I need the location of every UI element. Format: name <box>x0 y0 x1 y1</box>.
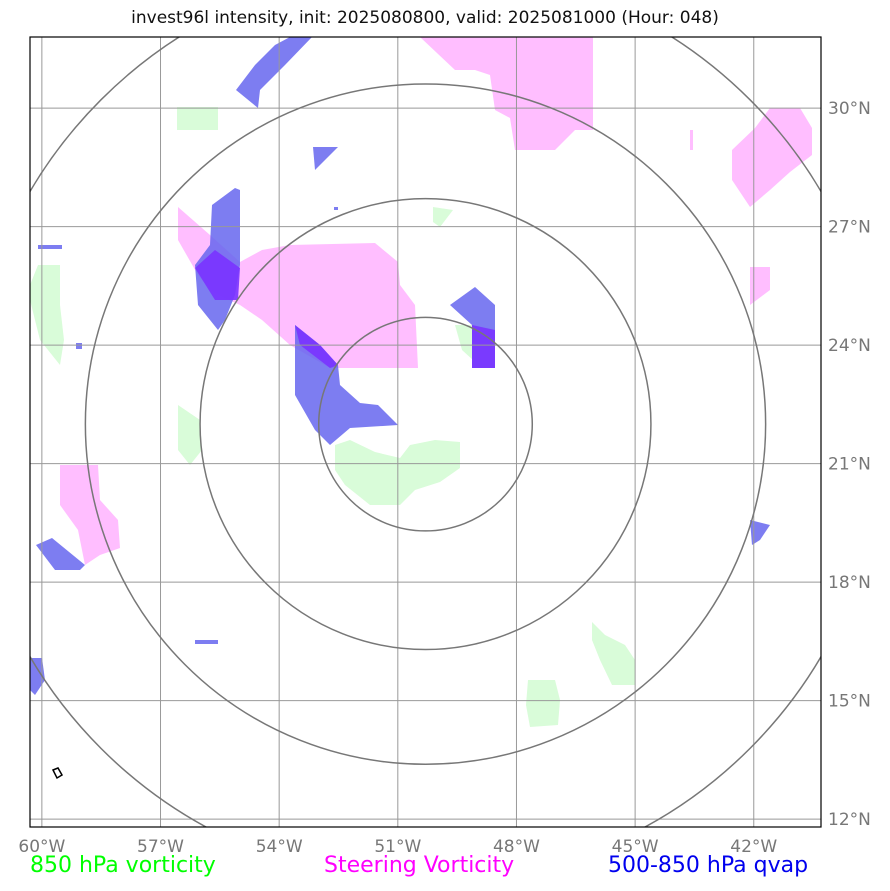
lon-tick-label: 51°W <box>374 837 421 857</box>
lat-tick-label: 30°N <box>828 99 871 119</box>
range-ring <box>317 316 534 532</box>
graticule <box>30 37 821 827</box>
range-ring <box>84 83 767 765</box>
steering-vorticity-area <box>732 108 812 207</box>
qvap-area <box>36 538 85 570</box>
lat-tick-label: 24°N <box>828 336 871 356</box>
contour-mark <box>51 767 64 780</box>
vorticity-850-area <box>177 107 218 130</box>
lat-tick-label: 21°N <box>828 455 871 475</box>
lon-tick-label: 57°W <box>137 837 184 857</box>
vorticity-850-area <box>433 207 453 227</box>
qvap-area <box>313 147 338 170</box>
lon-tick-label: 54°W <box>256 837 303 857</box>
range-ring <box>199 197 652 651</box>
legend-steering-vorticity: Steering Vorticity <box>324 853 515 878</box>
qvap-area <box>334 207 338 210</box>
lat-tick-label: 27°N <box>828 218 871 238</box>
qvap-area <box>236 37 312 108</box>
qvap-area <box>750 520 770 545</box>
overlap-area <box>295 325 338 368</box>
overlap-area <box>195 250 240 300</box>
legend-850-vorticity: 850 hPa vorticity <box>30 853 216 878</box>
vorticity-850-area <box>455 325 473 360</box>
vorticity-850-area <box>592 622 635 685</box>
qvap-area <box>30 658 45 695</box>
vorticity-850-area <box>30 265 64 365</box>
map-title: invest96l intensity, init: 2025080800, v… <box>131 8 719 28</box>
lon-tick-label: 48°W <box>493 837 540 857</box>
overlap-area <box>472 325 495 368</box>
lat-tick-label: 18°N <box>828 573 871 593</box>
lon-tick-label: 45°W <box>612 837 659 857</box>
lat-tick-label: 15°N <box>828 692 871 712</box>
shaded-fields <box>30 37 812 727</box>
lon-tick-label: 42°W <box>730 837 777 857</box>
legend-qvap: 500-850 hPa qvap <box>608 853 809 878</box>
qvap-area <box>195 640 218 644</box>
steering-vorticity-areas <box>60 37 812 565</box>
map-frame <box>29 36 822 828</box>
vorticity-850-area <box>526 680 560 727</box>
steering-vorticity-area <box>750 267 770 305</box>
steering-vorticity-area <box>690 130 693 150</box>
steering-vorticity-area <box>178 207 418 368</box>
qvap-area <box>38 245 62 249</box>
tick-labels: 60°W 57°W 54°W 51°W 48°W 45°W 42°W 30°N 27°N 24°N… <box>18 99 870 857</box>
lon-tick-label: 60°W <box>18 837 65 857</box>
overlap-areas <box>195 250 495 368</box>
vorticity-850-area <box>178 405 202 465</box>
lat-tick-label: 12°N <box>828 810 871 830</box>
qvap-area <box>76 343 82 349</box>
